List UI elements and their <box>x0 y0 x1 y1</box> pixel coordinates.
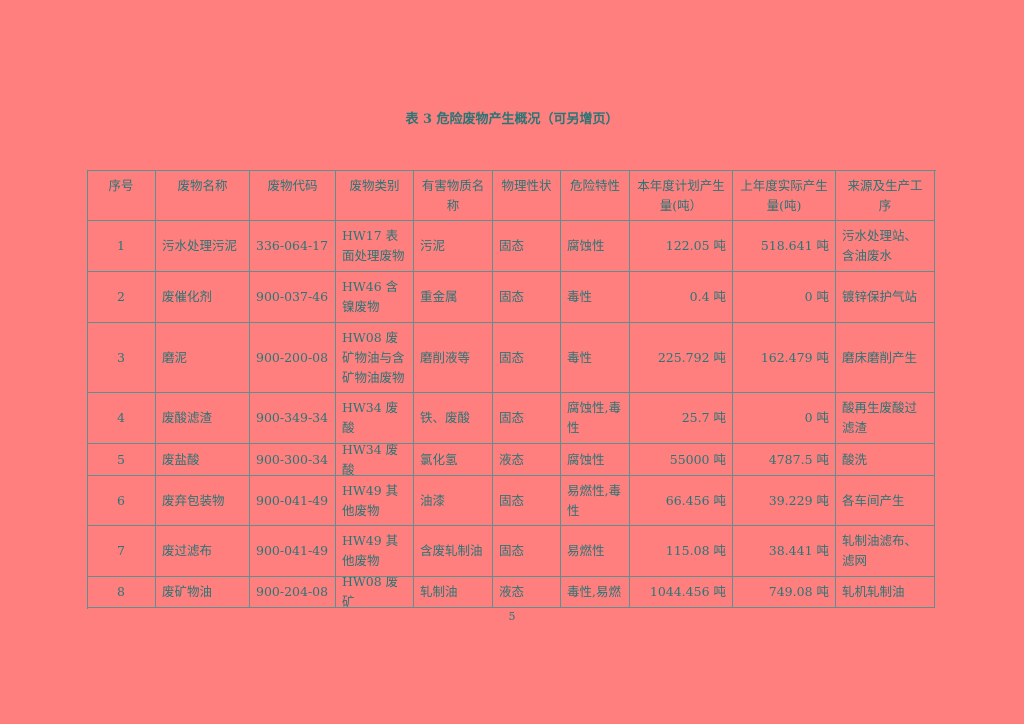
cell-physical-state: 固态 <box>493 272 561 323</box>
cell-waste-code: 900-349-34 <box>250 393 336 444</box>
cell-physical-state: 固态 <box>493 526 561 577</box>
cell-actual-amount: 0 吨 <box>733 272 836 323</box>
cell-waste-code: 900-200-08 <box>250 323 336 393</box>
cell-hazard-property: 腐蚀性 <box>561 221 630 272</box>
cell-hazardous-substance: 铁、废酸 <box>414 393 493 444</box>
header-waste-category: 废物类别 <box>336 170 414 221</box>
header-seq: 序号 <box>87 170 156 221</box>
cell-actual-amount: 749.08 吨 <box>733 577 836 608</box>
cell-waste-name: 废过滤布 <box>156 526 250 577</box>
page-number: 5 <box>508 610 516 623</box>
cell-actual-amount: 0 吨 <box>733 393 836 444</box>
cell-physical-state: 固态 <box>493 476 561 526</box>
cell-source-process: 污水处理站、含油废水 <box>836 221 935 272</box>
table-title: 表 3 危险废物产生概况（可另增页） <box>405 112 619 127</box>
cell-planned-amount: 25.7 吨 <box>630 393 733 444</box>
cell-hazardous-substance: 重金属 <box>414 272 493 323</box>
cell-hazardous-substance: 磨削液等 <box>414 323 493 393</box>
header-hazardous-substance: 有害物质名称 <box>414 170 493 221</box>
cell-hazard-property: 毒性,易燃 <box>561 577 630 608</box>
cell-actual-amount: 38.441 吨 <box>733 526 836 577</box>
cell-physical-state: 固态 <box>493 393 561 444</box>
cell-source-process: 各车间产生 <box>836 476 935 526</box>
cell-waste-code: 900-204-08 <box>250 577 336 608</box>
header-waste-name: 废物名称 <box>156 170 250 221</box>
cell-source-process: 轧制油滤布、滤网 <box>836 526 935 577</box>
cell-source-process: 磨床磨削产生 <box>836 323 935 393</box>
header-waste-code: 废物代码 <box>250 170 336 221</box>
cell-waste-category: HW46 含镍废物 <box>336 272 414 323</box>
cell-waste-name: 废盐酸 <box>156 444 250 476</box>
cell-waste-name: 废弃包装物 <box>156 476 250 526</box>
cell-seq: 4 <box>87 393 156 444</box>
cell-hazard-property: 腐蚀性 <box>561 444 630 476</box>
cell-planned-amount: 55000 吨 <box>630 444 733 476</box>
cell-hazardous-substance: 轧制油 <box>414 577 493 608</box>
cell-hazard-property: 毒性 <box>561 323 630 393</box>
cell-planned-amount: 1044.456 吨 <box>630 577 733 608</box>
cell-actual-amount: 162.479 吨 <box>733 323 836 393</box>
header-source-process: 来源及生产工序 <box>836 170 935 221</box>
cell-seq: 1 <box>87 221 156 272</box>
cell-waste-name: 污水处理污泥 <box>156 221 250 272</box>
cell-hazard-property: 易燃性 <box>561 526 630 577</box>
cell-hazardous-substance: 氯化氢 <box>414 444 493 476</box>
cell-waste-name: 废催化剂 <box>156 272 250 323</box>
cell-waste-code: 900-300-34 <box>250 444 336 476</box>
header-hazard-property: 危险特性 <box>561 170 630 221</box>
cell-hazardous-substance: 污泥 <box>414 221 493 272</box>
cell-hazardous-substance: 含废轧制油 <box>414 526 493 577</box>
header-physical-state: 物理性状 <box>493 170 561 221</box>
cell-physical-state: 固态 <box>493 323 561 393</box>
cell-source-process: 镀锌保护气站 <box>836 272 935 323</box>
header-planned-amount: 本年度计划产生量(吨） <box>630 170 733 221</box>
cell-hazard-property: 毒性 <box>561 272 630 323</box>
cell-hazard-property: 易燃性,毒性 <box>561 476 630 526</box>
cell-seq: 8 <box>87 577 156 608</box>
cell-waste-category: HW49 其他废物 <box>336 476 414 526</box>
cell-actual-amount: 39.229 吨 <box>733 476 836 526</box>
cell-waste-category: HW49 其他废物 <box>336 526 414 577</box>
cell-seq: 7 <box>87 526 156 577</box>
cell-physical-state: 液态 <box>493 577 561 608</box>
cell-hazardous-substance: 油漆 <box>414 476 493 526</box>
cell-actual-amount: 518.641 吨 <box>733 221 836 272</box>
cell-seq: 6 <box>87 476 156 526</box>
cell-actual-amount: 4787.5 吨 <box>733 444 836 476</box>
cell-source-process: 酸洗 <box>836 444 935 476</box>
cell-waste-category: HW34 废酸 <box>336 393 414 444</box>
cell-waste-code: 900-041-49 <box>250 526 336 577</box>
cell-waste-category: HW34 废酸 <box>336 444 414 476</box>
cell-waste-code: 336-064-17 <box>250 221 336 272</box>
cell-planned-amount: 225.792 吨 <box>630 323 733 393</box>
cell-source-process: 酸再生废酸过滤渣 <box>836 393 935 444</box>
cell-waste-name: 磨泥 <box>156 323 250 393</box>
cell-waste-category: HW08 废矿物油与含矿物油废物 <box>336 323 414 393</box>
cell-waste-name: 废酸滤渣 <box>156 393 250 444</box>
header-actual-amount: 上年度实际产生量(吨) <box>733 170 836 221</box>
cell-waste-category: HW17 表面处理废物 <box>336 221 414 272</box>
cell-physical-state: 固态 <box>493 221 561 272</box>
cell-planned-amount: 66.456 吨 <box>630 476 733 526</box>
cell-seq: 5 <box>87 444 156 476</box>
cell-planned-amount: 122.05 吨 <box>630 221 733 272</box>
cell-planned-amount: 0.4 吨 <box>630 272 733 323</box>
cell-seq: 2 <box>87 272 156 323</box>
cell-waste-name: 废矿物油 <box>156 577 250 608</box>
cell-hazard-property: 腐蚀性,毒性 <box>561 393 630 444</box>
cell-planned-amount: 115.08 吨 <box>630 526 733 577</box>
cell-waste-category: HW08 废矿 <box>336 577 414 608</box>
cell-waste-code: 900-037-46 <box>250 272 336 323</box>
cell-physical-state: 液态 <box>493 444 561 476</box>
cell-source-process: 轧机轧制油 <box>836 577 935 608</box>
cell-seq: 3 <box>87 323 156 393</box>
cell-waste-code: 900-041-49 <box>250 476 336 526</box>
